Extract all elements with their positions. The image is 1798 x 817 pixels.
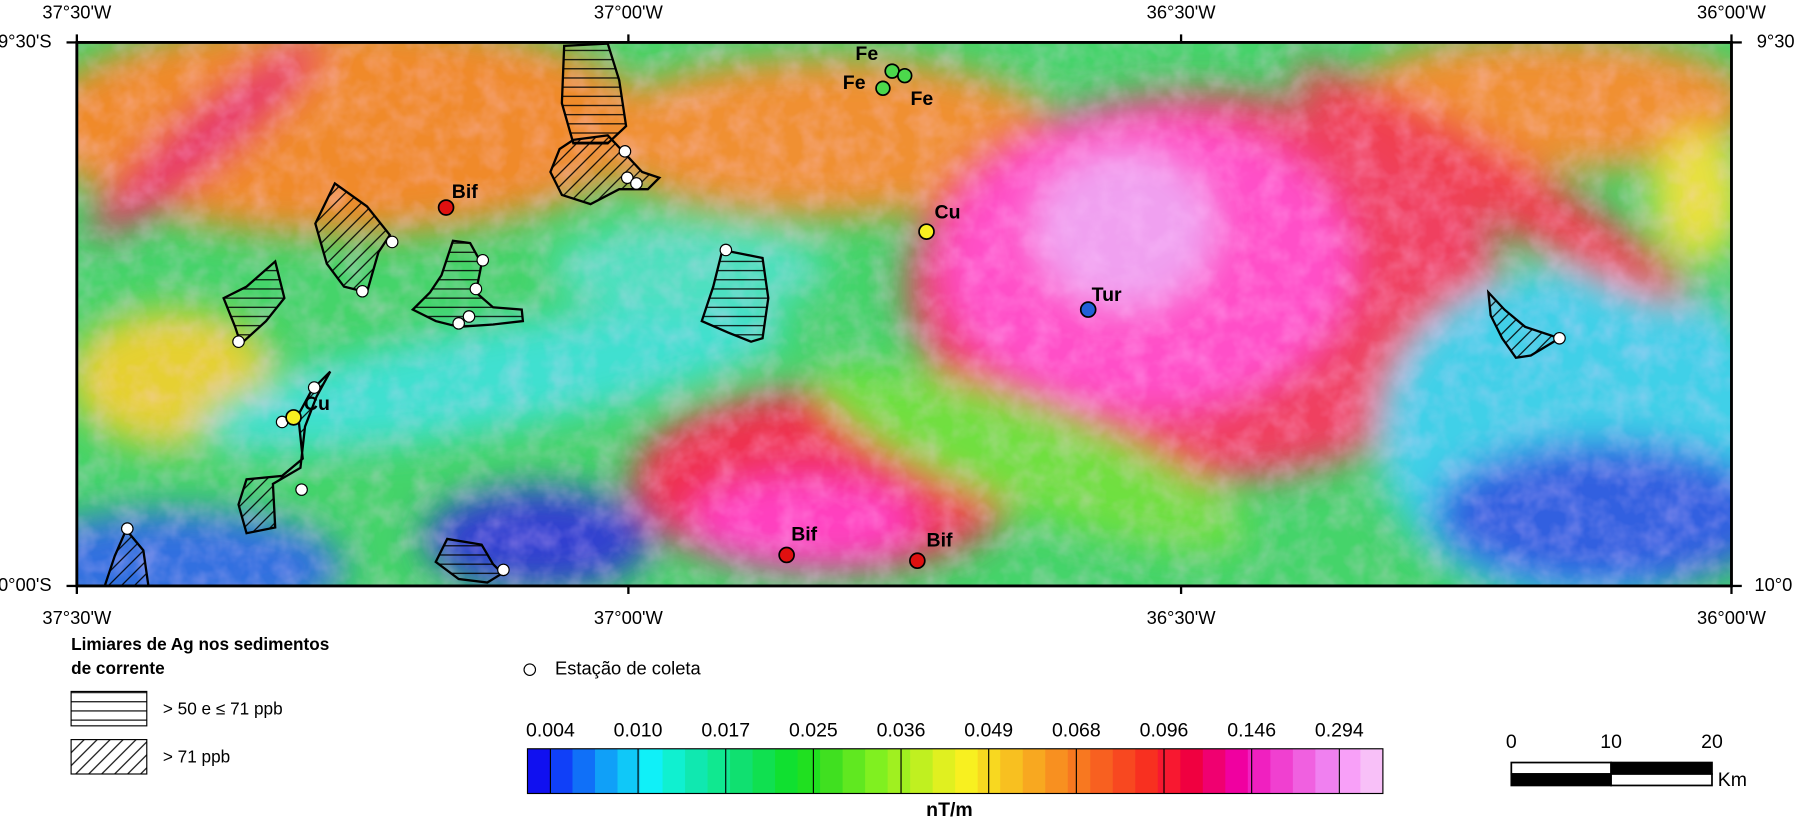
lon-label: 37°00'W — [594, 607, 664, 628]
colorbar-swatch — [1023, 749, 1046, 794]
legend-swatch — [71, 740, 147, 774]
colorbar-swatch — [1338, 749, 1361, 794]
colorbar-swatch — [1090, 749, 1113, 794]
scale-bar: 0 10 20 Km — [1506, 731, 1747, 791]
colorbar-swatch — [1113, 749, 1136, 794]
colorbar-swatch — [1180, 749, 1203, 794]
cu-point — [919, 224, 934, 239]
lat-label: 9°30 — [1757, 30, 1795, 51]
lon-label: 37°30'W — [42, 2, 112, 23]
colorbar-tick-label: 0.096 — [1140, 720, 1189, 742]
map-figure: Fe Fe Fe Cu Tur Bif Cu Bif Bif 37°30'W 3… — [0, 0, 1798, 817]
colorbar-swatch — [1158, 749, 1181, 794]
fe-point — [885, 64, 899, 78]
magnetic-map: Fe Fe Fe Cu Tur Bif Cu Bif Bif — [0, 17, 1789, 625]
colorbar-tick-label: 0.017 — [701, 720, 750, 742]
annotation: Bif — [791, 524, 817, 546]
annotation: Cu — [304, 393, 330, 415]
colorbar-swatch — [1270, 749, 1293, 794]
colorbar-tick-label: 0.068 — [1052, 720, 1101, 742]
colorbar-tick-label: 0.146 — [1227, 720, 1276, 742]
colorbar-swatch — [595, 749, 618, 794]
lat-label: 9°30'S — [0, 30, 52, 51]
colorbar-swatch — [1225, 749, 1248, 794]
colorbar-swatch — [1203, 749, 1226, 794]
page: Fe Fe Fe Cu Tur Bif Cu Bif Bif 37°30'W 3… — [0, 0, 1798, 817]
colorbar-tick-label: 0.004 — [526, 720, 575, 742]
colorbar-swatch — [708, 749, 731, 794]
scale-label: 20 — [1701, 731, 1723, 753]
colorbar-swatch — [663, 749, 686, 794]
annotation: Bif — [452, 181, 478, 203]
colorbar-swatch — [1045, 749, 1068, 794]
colorbar-swatch — [933, 749, 956, 794]
colorbar-swatch — [730, 749, 753, 794]
colorbar-swatch — [775, 749, 798, 794]
colorbar-swatch — [1293, 749, 1316, 794]
annotation: Fe — [843, 72, 866, 94]
colorbar-swatch — [527, 749, 550, 794]
colorbar-tick-label: 0.049 — [964, 720, 1013, 742]
legend-station-symbol — [524, 664, 535, 675]
lon-label: 37°00'W — [594, 2, 664, 23]
bif-point — [910, 553, 925, 568]
colorbar-swatch — [573, 749, 596, 794]
colorbar-swatch — [1068, 749, 1091, 794]
colorbar-swatch — [753, 749, 776, 794]
colorbar-tick-label: 0.036 — [877, 720, 926, 742]
annotation: Fe — [910, 88, 933, 110]
map-texture — [77, 42, 1732, 586]
colorbar-swatch — [955, 749, 978, 794]
colorbar-tick-label: 0.294 — [1315, 720, 1364, 742]
annotation: Cu — [935, 201, 961, 223]
colorbar-swatch — [1315, 749, 1338, 794]
colorbar-swatch — [550, 749, 573, 794]
scale-label: 10 — [1600, 731, 1622, 753]
colorbar-swatch — [910, 749, 933, 794]
colorbar-swatch — [820, 749, 843, 794]
lon-label: 36°00'W — [1697, 607, 1767, 628]
lon-label: 36°30'W — [1147, 607, 1217, 628]
scale-label: 0 — [1506, 731, 1517, 753]
annotation: Bif — [927, 529, 953, 551]
fe-point — [876, 81, 890, 95]
colorbar-tick-label: 0.010 — [614, 720, 663, 742]
colorbar-swatch — [798, 749, 821, 794]
lon-label: 37°30'W — [42, 607, 112, 628]
colorbar-unit: nT/m — [926, 799, 973, 817]
bif-point — [779, 548, 794, 563]
colorbar-swatch — [843, 749, 866, 794]
lat-label: 10°0 — [1754, 574, 1792, 595]
legend-swatch — [71, 691, 147, 725]
annotation: Tur — [1092, 284, 1122, 306]
legend-label: Estação de coleta — [555, 657, 702, 678]
colorbar: 0.004 0.010 0.017 0.025 0.036 0.049 0.068 0.096… — [526, 720, 1383, 794]
colorbar-swatch — [1000, 749, 1023, 794]
lon-label: 36°00'W — [1697, 2, 1767, 23]
colorbar-swatch — [865, 749, 888, 794]
annotation: Fe — [855, 43, 878, 65]
colorbar-swatch — [685, 749, 708, 794]
colorbar-tick-label: 0.025 — [789, 720, 838, 742]
legend-title: Limiares de Ag nos sedimentos — [71, 634, 329, 654]
colorbar-swatch — [640, 749, 663, 794]
colorbar-swatch — [888, 749, 911, 794]
legend-label: > 71 ppb — [163, 746, 230, 766]
colorbar-swatch — [1135, 749, 1158, 794]
lat-label: 10°00'S — [0, 574, 52, 595]
lon-label: 36°30'W — [1147, 2, 1217, 23]
fe-point — [898, 69, 912, 83]
legend-label: > 50 e ≤ 71 ppb — [163, 698, 283, 718]
colorbar-swatch — [1360, 749, 1383, 794]
colorbar-swatch — [618, 749, 641, 794]
legend-title: de corrente — [71, 658, 165, 678]
scale-unit: Km — [1718, 769, 1747, 791]
cu-point — [286, 410, 301, 425]
